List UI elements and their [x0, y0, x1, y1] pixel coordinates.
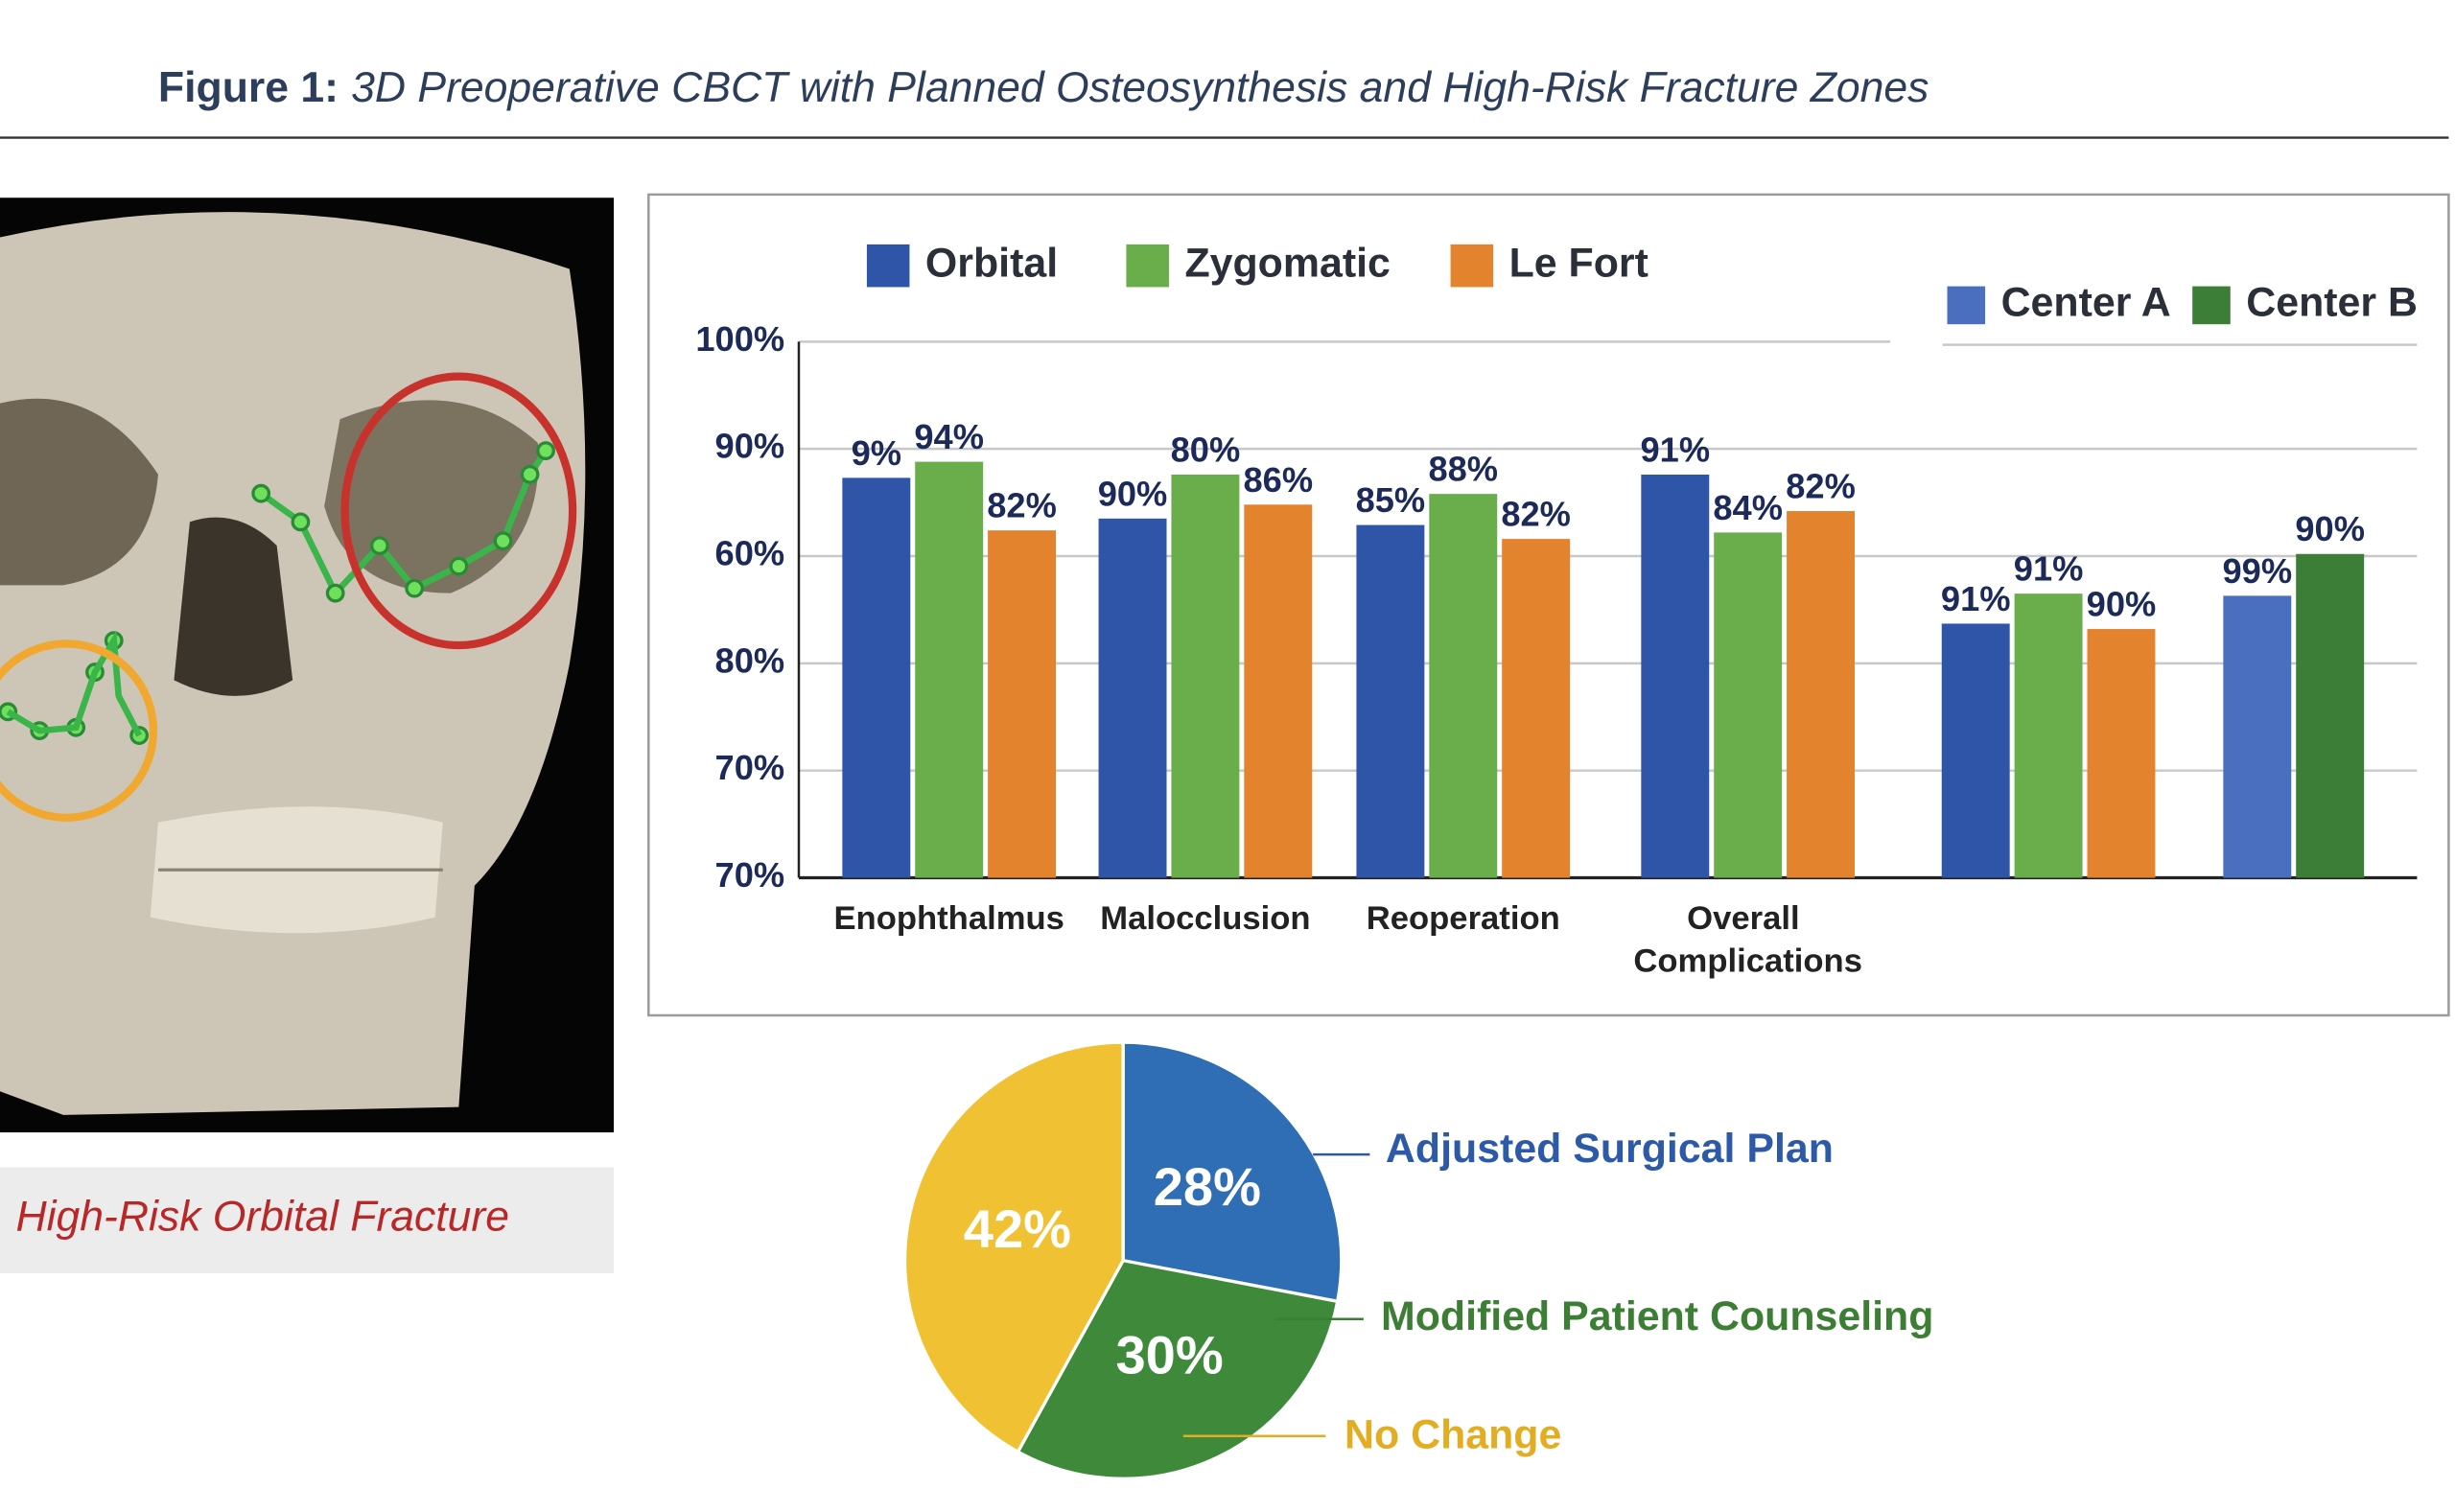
data-label: 84%: [1713, 488, 1783, 527]
legend-swatch: [1126, 244, 1169, 288]
bar: [1787, 511, 1856, 878]
bar: [1244, 504, 1313, 878]
data-label: 91%: [1641, 430, 1711, 469]
pie-slice: [1016, 1258, 1340, 1480]
data-label: 88%: [1428, 450, 1498, 489]
legend-label: Orbital: [925, 240, 1058, 286]
pie-legend-label: Adjusted Surgical Plan: [1386, 1126, 1834, 1172]
bar: [1714, 532, 1783, 878]
legend-label: Center A: [2001, 280, 2171, 326]
slice-label: 30%: [1115, 1324, 1223, 1384]
skull-image: [0, 198, 614, 1133]
y-tick-label: 70%: [715, 855, 785, 895]
data-label: 90%: [2087, 585, 2157, 624]
figure-title-text: 3D Preoperative CBCT with Planned Osteos…: [351, 64, 1929, 111]
pie-legend-label: No Change: [1344, 1412, 1561, 1458]
data-label: 86%: [1243, 460, 1313, 500]
data-label: 90%: [2295, 509, 2365, 548]
bar: [915, 461, 984, 878]
legend-swatch: [866, 244, 910, 288]
legend-swatch: [1947, 286, 1986, 325]
data-label: 82%: [987, 486, 1057, 525]
x-tick-label: Malocclusion: [1100, 900, 1310, 937]
bar: [1429, 494, 1498, 878]
pie-slice: [902, 1040, 1125, 1454]
figure-label: Figure 1:: [158, 64, 339, 111]
x-tick-label: Enophthalmus: [833, 900, 1064, 937]
data-label: 99%: [2223, 551, 2293, 591]
pie-legend-label: Modified Patient Counseling: [1381, 1293, 1933, 1339]
y-tick-label: 60%: [715, 534, 785, 573]
data-label: 85%: [1356, 480, 1426, 520]
data-label: 80%: [1171, 430, 1241, 469]
y-tick-label: 90%: [715, 427, 785, 466]
bar: [1356, 524, 1425, 878]
bar: [1171, 475, 1240, 878]
data-label: 91%: [2014, 549, 2084, 589]
bar: [2296, 553, 2365, 878]
image-caption: High-Risk Orbital Fracture: [15, 1194, 509, 1241]
slice-label: 42%: [964, 1198, 1071, 1259]
data-label: 91%: [1941, 579, 2011, 618]
legend-swatch: [1450, 244, 1494, 288]
slice-label: 28%: [1154, 1156, 1261, 1217]
y-tick-label: 80%: [715, 640, 785, 680]
legend-label: Center B: [2246, 280, 2418, 326]
bar: [2014, 593, 2083, 878]
x-tick-label: Overall Complications: [1633, 900, 1862, 980]
data-label: 9%: [852, 433, 901, 473]
data-label: 90%: [1098, 474, 1168, 513]
data-label: 94%: [914, 417, 984, 456]
bar: [1098, 518, 1167, 878]
pie-slice: [1121, 1040, 1344, 1304]
figure-title: Figure 1: 3D Preoperative CBCT with Plann…: [158, 64, 1929, 111]
data-label: 82%: [1786, 467, 1856, 506]
bar: [842, 477, 911, 878]
x-tick-label: Reoperation: [1367, 900, 1560, 937]
bar: [988, 530, 1057, 878]
bar: [2223, 595, 2292, 878]
legend-label: Le Fort: [1509, 240, 1648, 286]
y-tick-label: 100%: [695, 319, 784, 359]
data-label: 82%: [1501, 495, 1571, 534]
y-tick-label: 70%: [715, 748, 785, 787]
bar: [1641, 475, 1710, 878]
bar: [2087, 629, 2156, 878]
legend-label: Zygomatic: [1184, 240, 1390, 286]
bar: [1941, 623, 2010, 878]
legend-swatch: [2192, 286, 2231, 325]
bar: [1502, 539, 1571, 878]
caption-box: [0, 1167, 614, 1273]
